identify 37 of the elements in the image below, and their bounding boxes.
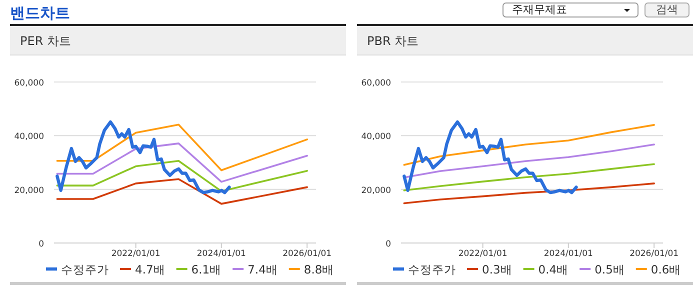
chart-title: PBR 차트 [367,34,419,48]
legend-label: 0.3배 [482,262,512,276]
line-series [56,124,308,172]
y-tick-label: 40,000 [14,132,44,142]
x-tick-label: 2024/01/01 [544,249,593,259]
y-tick-label: 20,000 [14,186,44,196]
line-series [56,178,308,205]
y-tick-label: 60,000 [361,78,391,88]
line-series [403,144,655,178]
chart-title: PER 차트 [20,34,71,48]
legend-label: 0.4배 [538,262,569,276]
legend-label: 6.1배 [191,262,222,276]
legend-label: 4.7배 [135,262,166,276]
x-tick-label: 2022/01/01 [458,249,508,259]
x-tick-label: 2024/01/01 [196,249,246,259]
line-series [56,142,308,183]
legend-label: 수정주가 [61,262,109,276]
line-series [403,182,655,204]
y-tick-label: 20,000 [361,186,391,196]
legend-label: 0.6배 [650,262,682,276]
line-series [403,124,655,166]
legend-label: 0.5배 [594,262,625,276]
legend-label: 8.8배 [304,262,334,276]
x-tick-label: 2026/01/01 [630,249,679,259]
legend-label: 7.4배 [248,262,278,276]
y-tick-label: 0 [38,240,44,250]
y-tick-label: 40,000 [361,132,391,142]
x-tick-label: 2026/01/01 [282,249,332,259]
legend-label: 수정주가 [408,262,456,276]
line-series [403,163,655,192]
page-header: 밴드차트 주재무제표 검색 [10,2,690,22]
y-tick-label: 0 [386,240,391,250]
x-tick-label: 2022/01/01 [111,249,160,259]
line-series [402,120,578,194]
y-tick-label: 60,000 [14,78,44,88]
line-series [56,120,231,194]
line-series [56,160,308,192]
